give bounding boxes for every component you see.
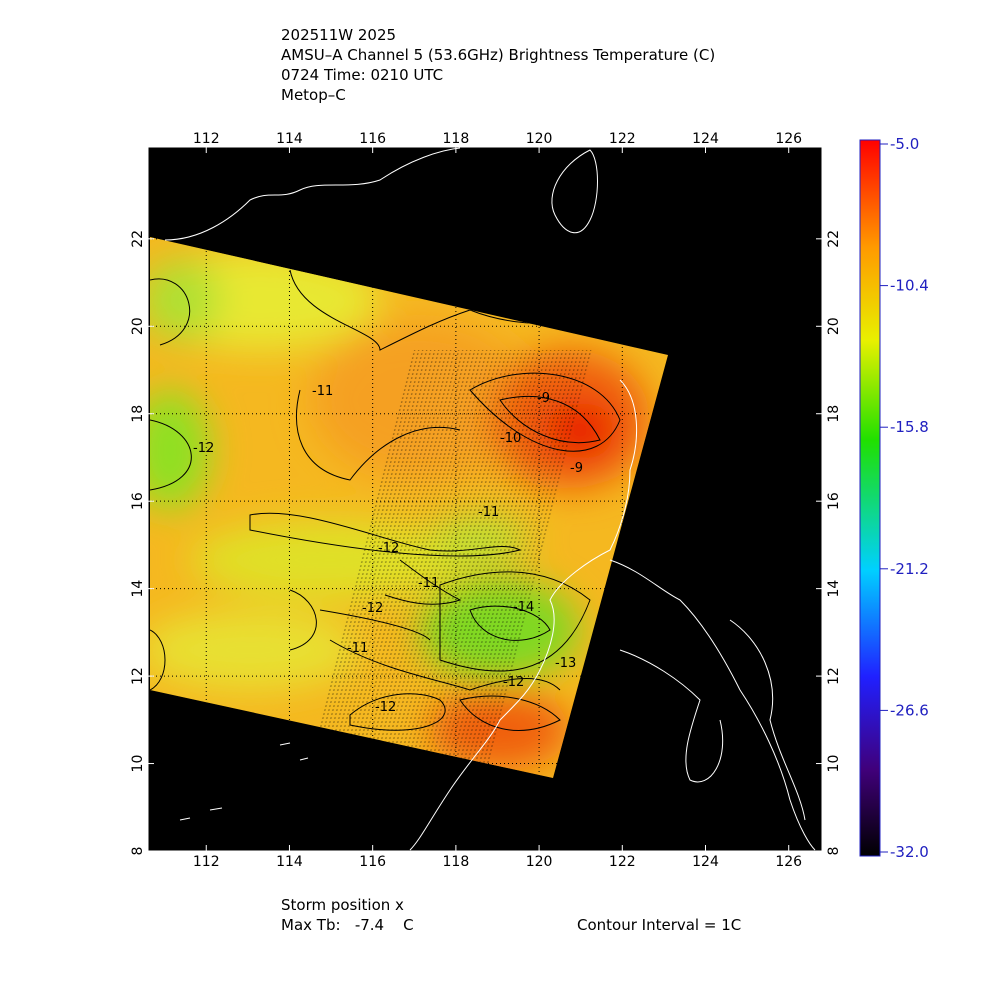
colorbar-tick-label: -21.2 [890, 560, 929, 578]
x-tick-label: 118 [443, 131, 470, 147]
contour-label: -12 [375, 700, 396, 715]
contour-label: -12 [378, 541, 399, 556]
contour-label: -14 [513, 600, 534, 615]
contour-label: -9 [537, 391, 550, 406]
coastline [164, 147, 816, 851]
x-tick-label: 122 [609, 131, 636, 147]
contour-label: -12 [362, 601, 383, 616]
contour-label: -11 [347, 641, 368, 656]
y-tick-label: 18 [130, 405, 146, 423]
contour-label: -9 [570, 461, 583, 476]
y-tick-label: 10 [130, 755, 146, 773]
x-tick-label: 112 [193, 131, 220, 147]
title-line: AMSU–A Channel 5 (53.6GHz) Brightness Te… [281, 46, 715, 64]
x-tick-label: 112 [193, 854, 220, 870]
colorbar-tick-label: -5.0 [890, 135, 919, 153]
y-tick-label: 8 [130, 847, 146, 856]
y-tick-label: 10 [826, 755, 842, 773]
y-tick-label: 20 [130, 317, 146, 335]
title-line: Metop–C [281, 86, 346, 104]
y-tick-label: 14 [130, 580, 146, 598]
x-tick-label: 116 [359, 131, 386, 147]
contour-label: -13 [555, 656, 576, 671]
title-block: 202511W 2025 AMSU–A Channel 5 (53.6GHz) … [281, 26, 715, 104]
x-tick-label: 114 [276, 854, 303, 870]
colorbar-tick-label: -26.6 [890, 701, 929, 719]
y-tick-label: 18 [826, 405, 842, 423]
title-line: 202511W 2025 [281, 26, 396, 44]
colorbar-tick-label: -10.4 [890, 277, 929, 295]
x-tick-label: 122 [609, 854, 636, 870]
x-tick-label: 120 [526, 131, 553, 147]
y-tick-label: 16 [130, 492, 146, 510]
y-tick-label: 20 [826, 317, 842, 335]
y-tick-label: 22 [130, 230, 146, 248]
contour-label: -11 [418, 576, 439, 591]
map-frame [147, 146, 823, 852]
contour-label: -11 [312, 384, 333, 399]
y-tick-label: 16 [826, 492, 842, 510]
x-tick-label: 120 [526, 854, 553, 870]
x-tick-label: 118 [443, 854, 470, 870]
y-tick-label: 14 [826, 580, 842, 598]
footer-line: Storm position x [281, 896, 404, 914]
contour-label: -10 [500, 431, 521, 446]
title-line: 0724 Time: 0210 UTC [281, 66, 443, 84]
y-tick-label: 8 [826, 847, 842, 856]
x-tick-label: 126 [775, 131, 802, 147]
contour-label: -11 [478, 505, 499, 520]
x-tick-label: 124 [692, 131, 719, 147]
y-tick-label: 22 [826, 230, 842, 248]
y-tick-label: 12 [130, 667, 146, 685]
x-tick-label: 114 [276, 131, 303, 147]
contour-label: -12 [193, 441, 214, 456]
contour-label: -12 [503, 675, 524, 690]
y-tick-label: 12 [826, 667, 842, 685]
x-tick-label: 116 [359, 854, 386, 870]
footer-line: Contour Interval = 1C [577, 916, 741, 934]
colorbar-tick-label: -15.8 [890, 418, 929, 436]
colorbar [859, 139, 881, 857]
footer-line: Max Tb: -7.4 C [281, 916, 414, 934]
x-tick-label: 124 [692, 854, 719, 870]
x-tick-label: 126 [775, 854, 802, 870]
colorbar-tick-label: -32.0 [890, 843, 929, 861]
